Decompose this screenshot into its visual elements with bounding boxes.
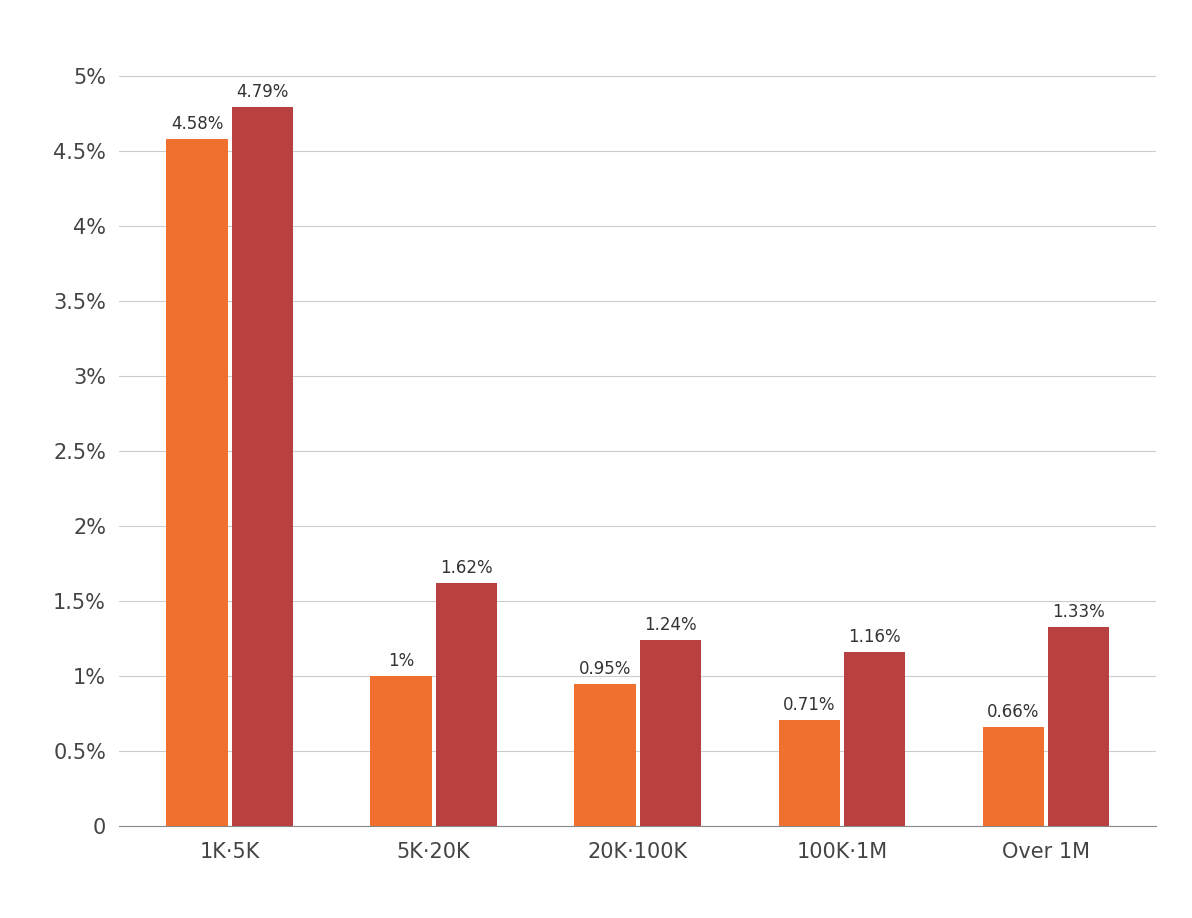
Bar	[231, 107, 293, 826]
Bar	[1048, 627, 1109, 826]
Bar	[778, 720, 839, 826]
Text: 1.33%: 1.33%	[1053, 602, 1105, 621]
Text: 1.24%: 1.24%	[644, 616, 696, 634]
Text: 1.62%: 1.62%	[440, 559, 492, 577]
Text: 1%: 1%	[387, 652, 414, 670]
Text: 0.71%: 0.71%	[783, 696, 836, 713]
Bar	[844, 652, 905, 826]
Text: 0.95%: 0.95%	[579, 660, 632, 677]
Text: 4.79%: 4.79%	[236, 84, 288, 101]
Text: 4.58%: 4.58%	[170, 115, 223, 133]
Bar	[167, 139, 228, 826]
Bar	[640, 640, 701, 826]
Bar	[371, 677, 432, 826]
Text: 0.66%: 0.66%	[987, 703, 1039, 722]
Text: 1.16%: 1.16%	[849, 628, 901, 646]
Bar	[982, 727, 1044, 826]
Bar	[436, 583, 497, 826]
Bar	[575, 684, 635, 826]
